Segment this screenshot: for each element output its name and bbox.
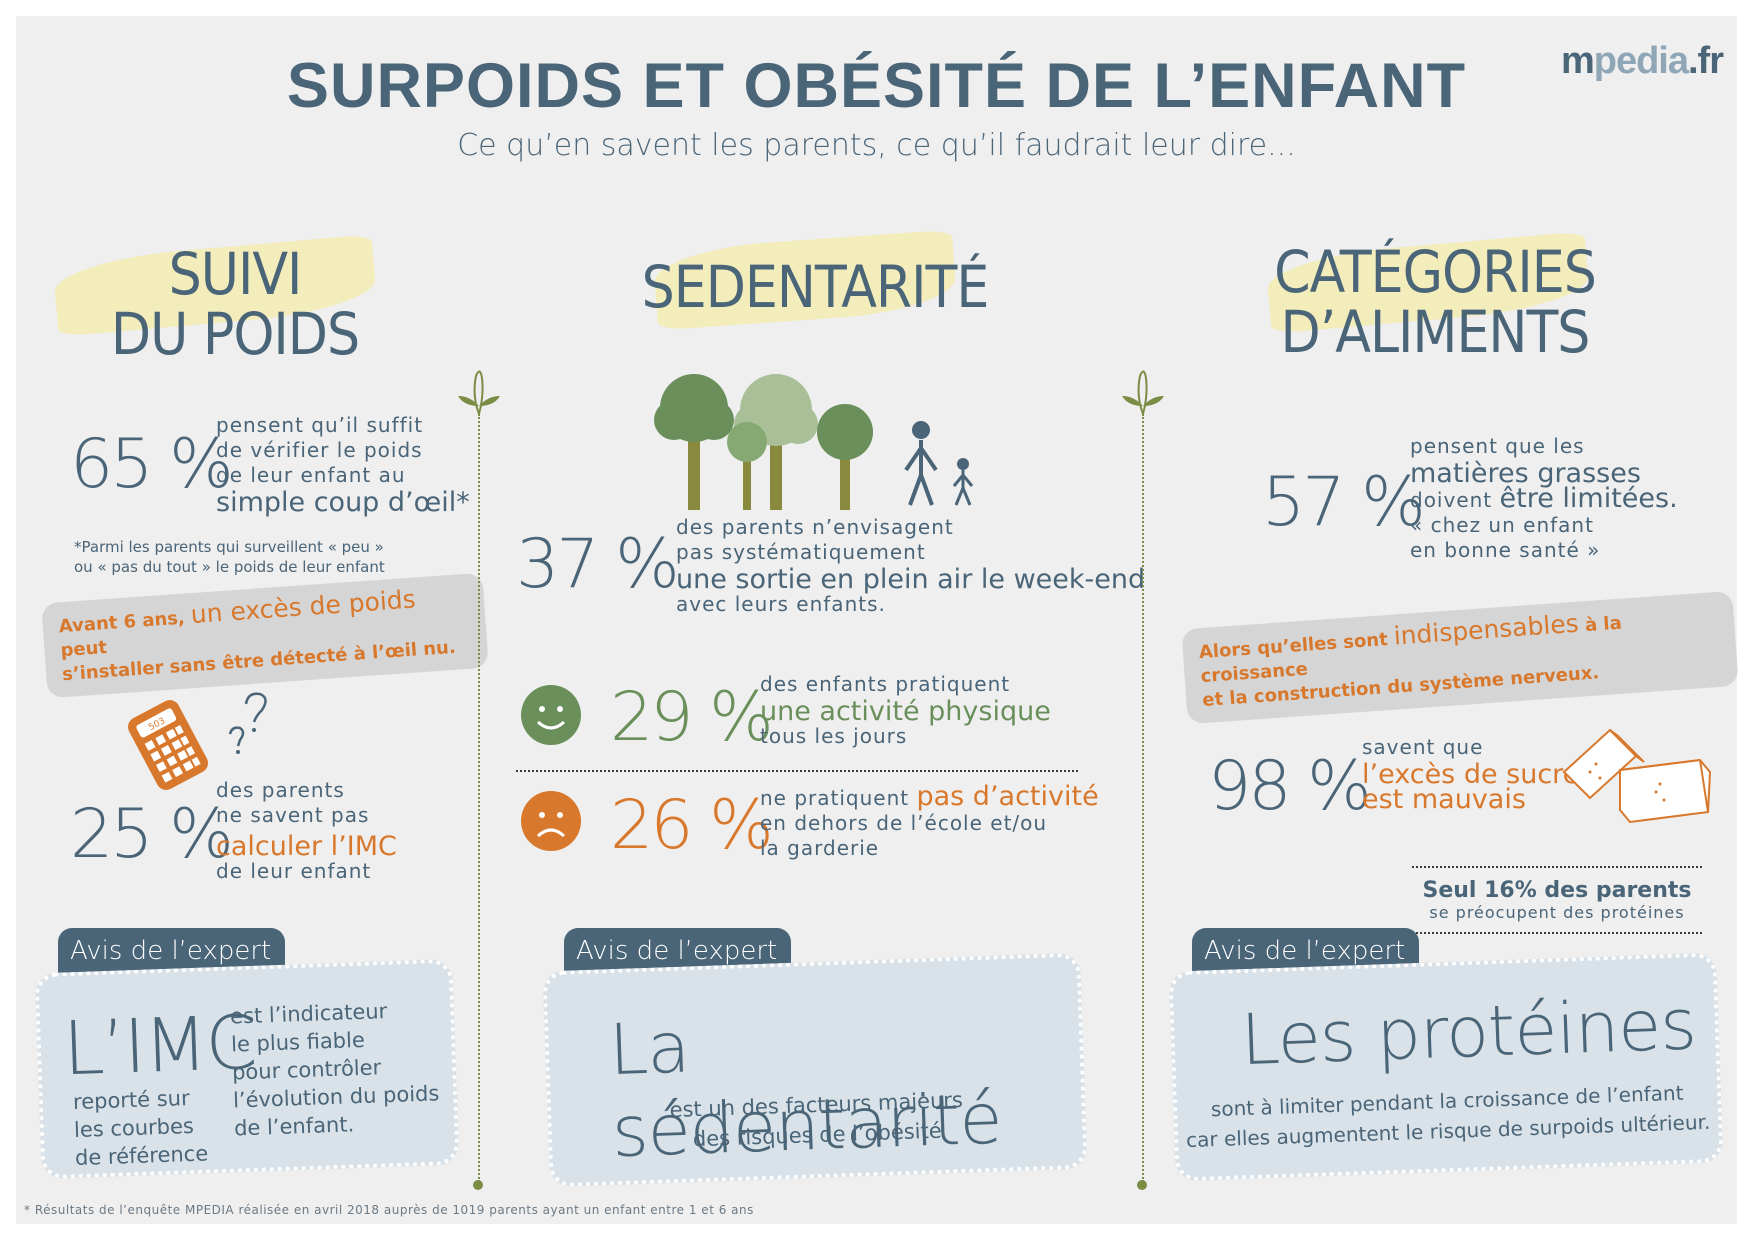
stat-text-line: en bonne santé » [1410, 538, 1601, 562]
child-icon [952, 458, 974, 506]
page-title: SURPOIDS ET OBÉSITÉ DE L’ENFANT [286, 51, 1467, 121]
expert-headline: L’IMC [61, 999, 257, 1093]
column-divider [478, 414, 480, 1182]
stat-57-text: pensent que les matières grasses doivent… [1410, 434, 1678, 563]
stat-text-line: des parents n’envisagent [676, 515, 954, 539]
survey-footnote: * Résultats de l’enquête MPEDIA réalisée… [24, 1203, 754, 1217]
expert-box-imc: L’IMC reporté sur les courbes de référen… [34, 958, 460, 1180]
stat-text-line: la garderie [760, 836, 880, 860]
protein-note-bold: Seul 16% des parents [1422, 878, 1692, 903]
stat-26-value: 26 % [610, 786, 774, 865]
tree-icon [654, 374, 734, 510]
tree-icon [817, 404, 873, 510]
smiley-sad-icon [521, 791, 581, 851]
stat-65-text: pensent qu’il suffit de vérifier le poid… [216, 413, 470, 518]
smiley-happy-icon [521, 685, 581, 745]
stat-text-line: des enfants pratiquent [760, 672, 1011, 696]
person-icon [904, 421, 938, 506]
trees-illustration [654, 374, 974, 510]
stat-29-text: des enfants pratiquent une activité phys… [760, 672, 1051, 749]
stat-25-value: 25 % [70, 795, 234, 874]
expert-left-text: reporté sur les courbes de référence [73, 1083, 209, 1172]
stat-98-value: 98 % [1208, 747, 1372, 826]
stat-37-text: des parents n’envisagent pas systématiqu… [676, 515, 1145, 617]
stat-text-line: pensent qu’il suffit [216, 413, 424, 437]
stat-text-line: « chez un enfant [1410, 513, 1594, 537]
sprout-icon [458, 370, 500, 415]
stat-25-text: des parents ne savent pas calculer l’IMC… [216, 778, 397, 884]
protein-note-small: se préocupent des protéines [1429, 903, 1685, 922]
stat-98-text: savent que l’excès de sucre est mauvais [1362, 735, 1580, 815]
section-title-line: SUIVI [168, 240, 303, 308]
stat-highlight: est mauvais [1362, 784, 1526, 815]
section-title-suivi: SUIVI DU POIDS [90, 245, 380, 363]
page-subtitle: Ce qu’en savent les parents, ce qu’il fa… [457, 128, 1296, 163]
stat-highlight: pas d’activité [916, 781, 1099, 812]
stat-37-value: 37 % [516, 525, 680, 604]
stat-text-line: savent que [1362, 735, 1484, 759]
stat-text-line: doivent [1410, 488, 1493, 512]
logo-pedia: pedia [1593, 40, 1689, 82]
stat-highlight: matières grasses [1410, 458, 1641, 489]
stat-text-line: en dehors de l’école et/ou [760, 811, 1048, 835]
section-title-line: DU POIDS [110, 300, 360, 368]
mpedia-logo[interactable]: mpedia.fr [1560, 40, 1724, 83]
stat-text-line: avec leurs enfants. [676, 592, 886, 616]
stat-65-value: 65 % [70, 425, 234, 504]
dotted-separator [1412, 932, 1702, 934]
dotted-separator [1412, 866, 1702, 868]
stat-highlight: simple coup d’œil* [216, 487, 470, 518]
expert-line: de référence [74, 1141, 209, 1171]
stat-text-line: de leur enfant [216, 859, 372, 883]
expert-line: de l’enfant. [233, 1112, 355, 1141]
expert-box-proteines: Les protéines sont à limiter pendant la … [1168, 952, 1724, 1182]
protein-note: Seul 16% des parents se préocupent des p… [1412, 878, 1702, 922]
stat-text-line: des parents [216, 778, 345, 802]
section-title-line: CATÉGORIES [1274, 238, 1597, 306]
divider-end-dot [1137, 1180, 1147, 1190]
expert-headline: Les protéines [1239, 983, 1698, 1082]
note-line: *Parmi les parents qui surveillent « peu… [74, 538, 384, 556]
stat-text-line: pas systématiquement [676, 540, 926, 564]
stat-29-value: 29 % [610, 678, 774, 757]
expert-right-text: est l’indicateur le plus fiable pour con… [230, 995, 441, 1142]
banner-highlight: un excès de poids [189, 584, 417, 630]
section-title-sedentarite: SEDENTARITÉ [641, 253, 990, 321]
stat-text-line: ne savent pas [216, 803, 370, 827]
tree-icon [727, 422, 767, 510]
banner-text: peut [59, 637, 108, 662]
survey-note: *Parmi les parents qui surveillent « peu… [74, 537, 385, 577]
calculator-icon: 503 [128, 700, 208, 790]
note-line: ou « pas du tout » le poids de leur enfa… [74, 558, 385, 576]
column-divider [1142, 414, 1144, 1182]
dotted-separator [516, 770, 1078, 772]
stat-highlight: une sortie en plein air le week-end [676, 564, 1146, 595]
expert-box-sedentarite: La sédentarité est un des facteurs majeu… [542, 952, 1088, 1188]
banner-text: Alors qu’elles sont [1198, 629, 1389, 664]
stat-26-text: ne pratiquent pas d’activité en dehors d… [760, 781, 1099, 861]
stat-highlight: être limitées. [1499, 483, 1678, 514]
stat-text-line: de leur enfant au [216, 463, 406, 487]
stat-text-line: pensent que les [1410, 434, 1585, 458]
divider-end-dot [473, 1180, 483, 1190]
logo-m: m [1560, 40, 1595, 82]
stat-57-value: 57 % [1262, 463, 1426, 542]
section-title-line: D’ALIMENTS [1280, 298, 1591, 366]
stat-highlight: calculer l’IMC [216, 831, 397, 862]
sprout-icon [1122, 370, 1164, 415]
stat-text-line: tous les jours [760, 724, 908, 748]
banner-highlight: indispensables [1392, 608, 1580, 651]
stat-highlight: une activité physique [760, 696, 1051, 727]
stat-text-line: ne pratiquent [760, 786, 910, 810]
stat-highlight: l’excès de sucre [1362, 759, 1580, 790]
section-title-categories: CATÉGORIES D’ALIMENTS [1270, 243, 1600, 361]
stat-text-line: de vérifier le poids [216, 438, 423, 462]
banner-text: Avant 6 ans, [58, 607, 186, 638]
question-mark-icon [228, 692, 267, 754]
sugar-cube-icon [1562, 728, 1712, 824]
logo-fr: .fr [1688, 40, 1724, 82]
expert-text: sont à limiter pendant la croissance de … [1177, 1077, 1719, 1156]
